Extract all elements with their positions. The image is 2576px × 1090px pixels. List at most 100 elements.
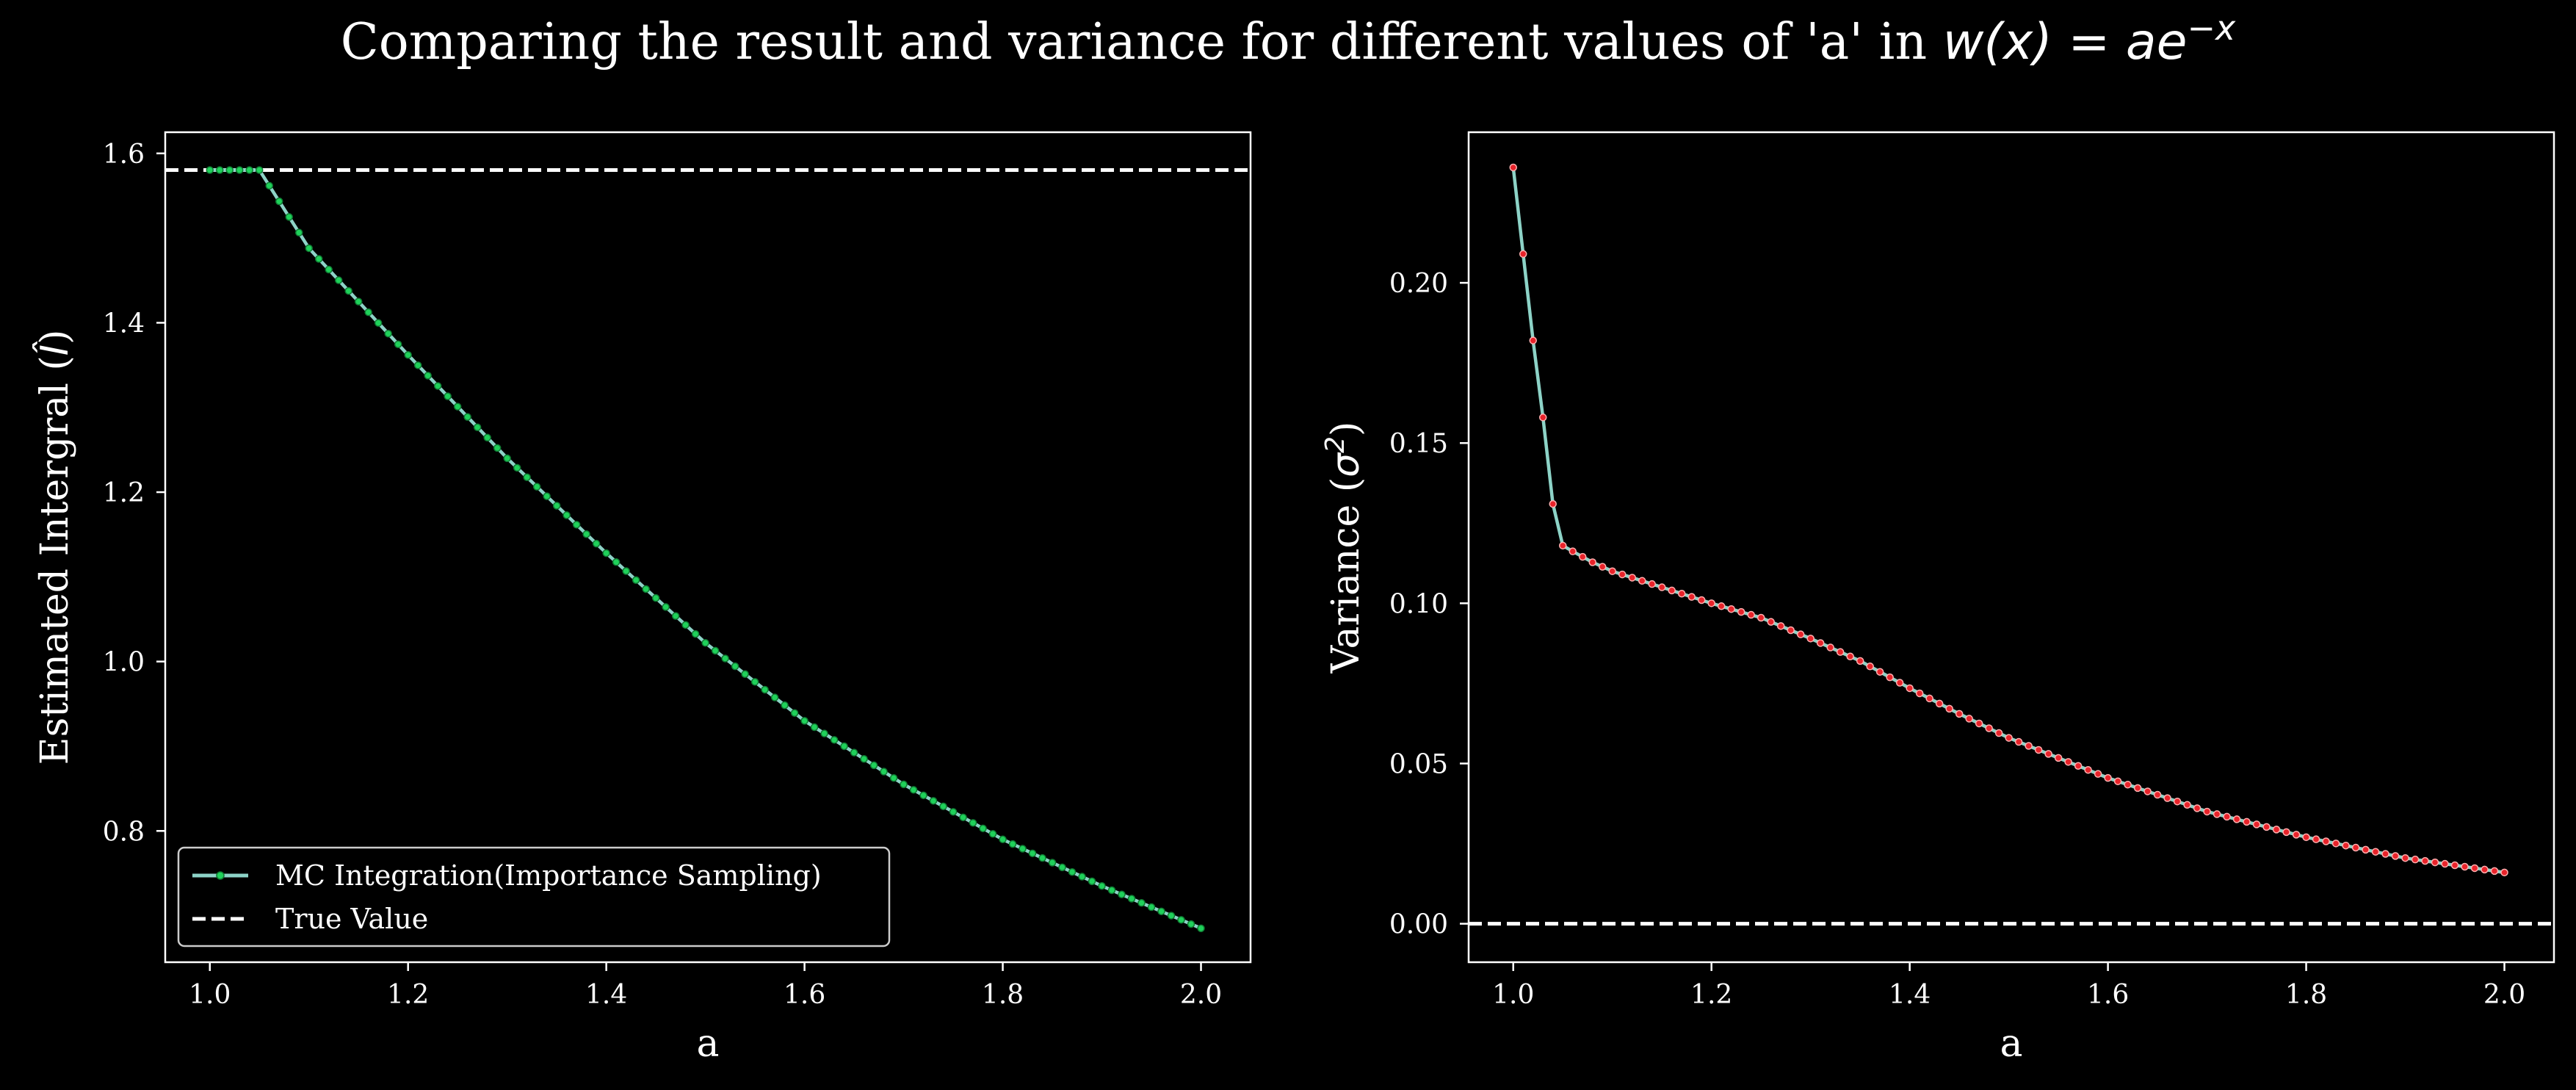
variance-data-point bbox=[2441, 859, 2449, 868]
variance-chart: 1.0 1.2 1.4 1.6 1.8 2.0 0.000.050.100.150.20 … bbox=[1320, 131, 2555, 1066]
variance-data-point bbox=[1569, 547, 1577, 555]
variance-data-point bbox=[1638, 577, 1646, 585]
estimate-data-point bbox=[602, 549, 610, 557]
estimate-data-point bbox=[314, 255, 323, 263]
estimate-data-point bbox=[532, 483, 541, 491]
variance-y-axis-label-suffix: ) bbox=[1324, 422, 1368, 436]
variance-data-point bbox=[1549, 499, 1557, 508]
estimate-data-point bbox=[413, 361, 422, 369]
variance-data-point bbox=[2193, 804, 2201, 812]
legend-item-mc-integration: MC Integration(Importance Sampling) bbox=[275, 859, 822, 892]
estimate-data-point bbox=[364, 308, 372, 317]
variance-data-point bbox=[1668, 586, 1676, 595]
variance-data-point bbox=[2223, 812, 2231, 821]
estimate-y-tick-label: 1.4 bbox=[103, 308, 145, 339]
variance-data-point bbox=[1618, 570, 1627, 579]
estimate-data-point bbox=[433, 382, 442, 390]
variance-data-point bbox=[2133, 784, 2142, 793]
estimate-data-point bbox=[592, 539, 601, 548]
estimate-data-point bbox=[404, 351, 412, 359]
variance-data-point bbox=[2203, 807, 2211, 816]
variance-data-point bbox=[1796, 630, 1805, 638]
figure-title: Comparing the result and variance for di… bbox=[341, 8, 2236, 71]
variance-data-point bbox=[2034, 746, 2043, 754]
variance-data-point bbox=[2232, 815, 2241, 823]
estimate-data-point bbox=[374, 319, 383, 327]
variance-data-point bbox=[1588, 558, 1596, 566]
estimate-data-point bbox=[1088, 877, 1096, 886]
estimate-data-point bbox=[1068, 867, 1077, 876]
estimate-data-point bbox=[979, 824, 987, 833]
estimate-data-point bbox=[294, 228, 303, 237]
estimate-data-point bbox=[919, 791, 927, 800]
variance-y-tick-label: 0.00 bbox=[1389, 910, 1448, 940]
variance-data-point bbox=[1538, 414, 1547, 422]
figure-title-math-w: w bbox=[1943, 13, 1984, 71]
variance-data-point bbox=[2243, 818, 2251, 826]
variance-x-tick-label: 1.2 bbox=[1690, 980, 1732, 1010]
variance-data-point bbox=[1935, 699, 1944, 708]
estimate-data-point bbox=[1147, 903, 1156, 912]
estimate-x-tick-label: 1.0 bbox=[189, 980, 231, 1010]
variance-data-point bbox=[1915, 689, 1924, 698]
estimate-data-point bbox=[681, 621, 690, 629]
estimate-x-tick-label: 2.0 bbox=[1180, 980, 1222, 1010]
variance-data-point bbox=[1578, 552, 1587, 561]
estimate-x-tick-label: 1.6 bbox=[784, 980, 825, 1010]
estimate-data-point bbox=[939, 802, 947, 811]
variance-data-point bbox=[1657, 583, 1666, 591]
estimate-data-point bbox=[1157, 907, 1165, 916]
variance-data-point bbox=[1687, 593, 1696, 601]
estimate-data-point bbox=[1038, 853, 1046, 862]
variance-data-point bbox=[1747, 610, 1755, 619]
variance-y-axis-label-prefix: Variance ( bbox=[1324, 477, 1368, 674]
variance-x-tick-label: 2.0 bbox=[2483, 980, 2525, 1010]
estimate-data-point bbox=[1019, 845, 1027, 853]
variance-data-point bbox=[1608, 567, 1616, 575]
estimate-data-point bbox=[731, 662, 739, 671]
variance-y-axis-label-superscript: 2 bbox=[1320, 436, 1350, 453]
estimate-data-point bbox=[1197, 924, 1205, 933]
variance-data-point bbox=[1776, 622, 1785, 630]
variance-data-point bbox=[2450, 861, 2459, 870]
estimate-data-point bbox=[1078, 873, 1086, 881]
estimate-data-point bbox=[463, 413, 471, 421]
estimate-y-axis-label: Estimated Intergral (Î) bbox=[32, 330, 77, 765]
variance-y-tick-label: 0.10 bbox=[1389, 589, 1448, 619]
estimate-data-point bbox=[215, 166, 224, 174]
variance-data-point bbox=[1975, 719, 1983, 728]
estimate-data-point bbox=[1187, 920, 1195, 928]
variance-data-point bbox=[2252, 820, 2261, 829]
estimate-data-point bbox=[265, 181, 273, 190]
estimate-data-point bbox=[622, 567, 630, 575]
estimate-data-point bbox=[830, 736, 839, 744]
variance-data-point bbox=[2342, 841, 2350, 850]
variance-data-point bbox=[1925, 694, 1933, 703]
variance-data-point bbox=[1945, 704, 1953, 713]
legend-frame bbox=[177, 846, 891, 948]
legend-mc-marker-swatch bbox=[216, 871, 225, 880]
variance-data-point bbox=[1519, 250, 1527, 259]
variance-data-point bbox=[1677, 590, 1686, 598]
estimate-legend: MC Integration(Importance Sampling) True… bbox=[177, 846, 891, 948]
variance-data-point bbox=[1836, 648, 1845, 656]
estimate-y-ticks: 0.8 1.0 1.2 1.4 1.6 bbox=[103, 140, 165, 847]
estimate-data-point bbox=[959, 813, 967, 822]
estimate-data-point bbox=[245, 166, 253, 174]
estimate-data-point bbox=[632, 576, 640, 584]
estimate-data-point bbox=[880, 768, 888, 776]
variance-data-point bbox=[2371, 848, 2380, 856]
estimate-data-point bbox=[750, 678, 759, 686]
estimate-data-point bbox=[671, 612, 680, 620]
variance-data-point bbox=[2014, 737, 2023, 746]
estimate-data-point bbox=[651, 593, 660, 602]
variance-data-point bbox=[2104, 773, 2112, 782]
estimate-data-point bbox=[1137, 899, 1146, 907]
estimate-data-point bbox=[206, 166, 214, 174]
variance-series bbox=[1469, 163, 2554, 926]
variance-data-point bbox=[1767, 618, 1775, 626]
estimate-data-point bbox=[860, 755, 868, 763]
estimate-data-point bbox=[1048, 859, 1057, 867]
variance-data-point bbox=[1965, 715, 1973, 723]
